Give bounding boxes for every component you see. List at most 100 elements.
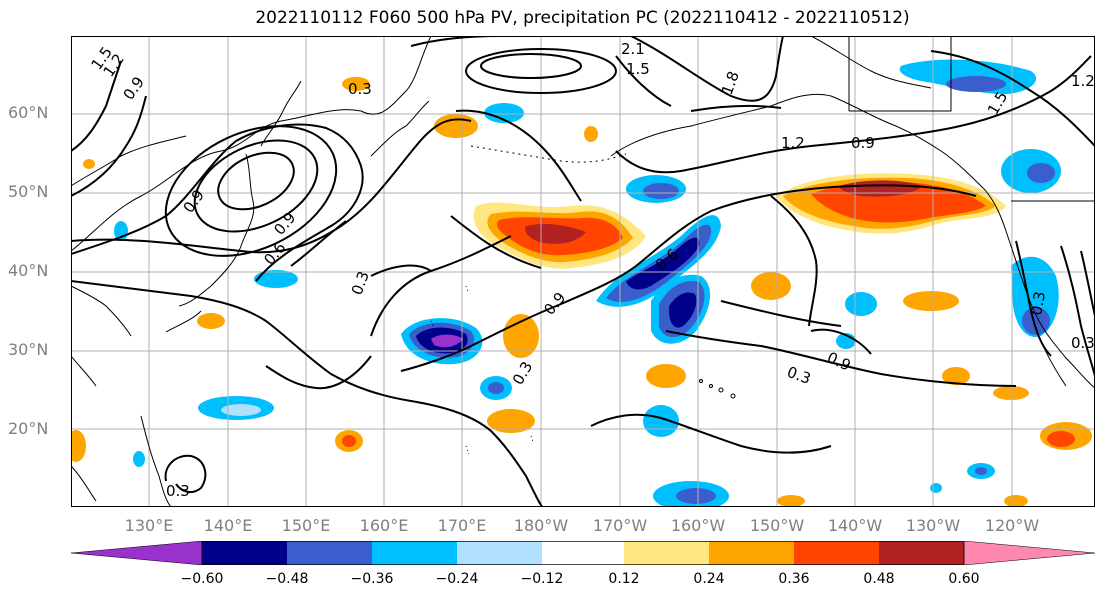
pv-contour-line — [665, 330, 1017, 387]
precip-region-positive — [1004, 495, 1028, 507]
precip-region-positive — [942, 367, 970, 385]
lat-label-50n: 50°N — [8, 182, 49, 201]
precip-region-negative — [930, 483, 942, 493]
lon-label-160e: 160°E — [359, 516, 409, 535]
pv-contour-line — [615, 55, 672, 107]
colorbar-tick: −0.24 — [435, 571, 479, 587]
colorbar-segment — [624, 541, 709, 565]
pv-contour-line — [615, 55, 1092, 174]
contour-label: 0.9 — [851, 134, 875, 152]
lat-label-20n: 20°N — [8, 419, 49, 438]
contour-label: 0.3 — [348, 80, 372, 98]
lon-label-170e: 170°E — [437, 516, 487, 535]
precip-region-negative — [845, 292, 877, 316]
precip-region-negative — [221, 404, 261, 416]
precip-region-negative — [431, 334, 463, 348]
contour-label: 0.3 — [1071, 334, 1095, 352]
lon-label-140w: 140°W — [827, 516, 883, 535]
pv-contour-line — [71, 95, 147, 197]
precip-region-negative — [1027, 163, 1055, 183]
pv-contour-line — [290, 220, 347, 267]
precip-region-positive — [83, 159, 95, 169]
pv-contour-line — [590, 413, 832, 454]
pv-contour-line — [450, 215, 542, 269]
lon-label-170w: 170°W — [592, 516, 648, 535]
colorbar-tick: −0.12 — [520, 571, 564, 587]
colorbar-tick: 0.60 — [948, 571, 980, 587]
precip-region-positive — [646, 364, 686, 388]
lon-label-130w: 130°W — [905, 516, 961, 535]
colorbar-tick: −0.48 — [265, 571, 309, 587]
precip-region-positive — [434, 114, 478, 138]
pv-contour-line — [370, 264, 432, 277]
pv-contour-line — [71, 60, 122, 152]
pv-contour-line — [71, 123, 364, 282]
lon-label-130e: 130°E — [124, 516, 174, 535]
colorbar-segment — [202, 541, 287, 565]
pv-contour-line — [930, 50, 1095, 147]
lon-label-180w: 180°W — [513, 516, 569, 535]
precip-region-positive — [342, 77, 370, 91]
pv-contour-line — [370, 235, 512, 337]
precip-region-positive — [1047, 431, 1075, 447]
precip-region-positive — [777, 495, 805, 507]
precip-region-negative — [946, 76, 1006, 92]
pv-contour-line — [1015, 240, 1052, 357]
lat-label-40n: 40°N — [8, 261, 49, 280]
pv-contour-line — [455, 109, 582, 202]
precip-region-positive — [197, 313, 225, 329]
lon-label-120w: 120°W — [984, 516, 1040, 535]
colorbar-segment — [287, 541, 372, 565]
pv-contour-line — [1060, 245, 1095, 377]
colorbar — [71, 541, 1095, 565]
lon-label-140e: 140°E — [203, 516, 253, 535]
precip-region-positive — [342, 435, 356, 447]
pv-contour-line — [720, 300, 842, 327]
colorbar-tick: 0.12 — [608, 571, 640, 587]
colorbar-segment — [457, 541, 542, 565]
pv-contour-line — [1080, 250, 1095, 317]
colorbar-segment — [794, 541, 879, 565]
precip-region-negative — [643, 183, 679, 199]
colorbar-tick: 0.24 — [693, 571, 725, 587]
pv-contour-line — [810, 328, 872, 355]
precip-region-negative — [254, 270, 298, 288]
pv-contour-ring — [465, 48, 617, 94]
precip-region-positive — [903, 291, 959, 311]
contour-label: 0.3 — [166, 482, 190, 500]
precip-region-positive — [525, 223, 586, 244]
lon-label-150w: 150°W — [749, 516, 805, 535]
pv-contour-ring — [217, 151, 295, 211]
precip-region-positive — [751, 272, 791, 300]
pv-contour-line — [690, 104, 782, 112]
map-title: 2022110112 F060 500 hPa PV, precipitatio… — [255, 8, 910, 28]
colorbar-extend-low — [71, 541, 203, 565]
lat-label-60n: 60°N — [8, 103, 49, 122]
pv-contour-line — [630, 36, 784, 102]
precip-region-positive — [993, 386, 1029, 400]
lon-label-150e: 150°E — [281, 516, 331, 535]
coastlines — [71, 36, 1095, 507]
precip-region-negative — [975, 467, 987, 475]
colorbar-tick: −0.36 — [350, 571, 394, 587]
colorbar-tick: 0.48 — [863, 571, 895, 587]
contour-label: 1.2 — [781, 134, 805, 152]
precip-region-negative — [668, 292, 697, 328]
map-panel: 1.5 1.2 0.9 2.1 1.8 1.5 1.2 0.9 0.3 0.6 … — [71, 36, 1095, 507]
graticule — [71, 36, 1095, 507]
pv-contour-line — [71, 118, 472, 254]
pv-contour-line — [164, 454, 207, 494]
colorbar-tick: 0.36 — [778, 571, 810, 587]
pv-contour-line — [71, 280, 544, 507]
lat-label-30n: 30°N — [8, 340, 49, 359]
precip-region-negative — [643, 405, 679, 437]
pv-contour-ring — [164, 125, 338, 257]
colorbar-extend-high — [963, 541, 1095, 565]
colorbar-segment — [372, 541, 457, 565]
contour-label: 0.3 — [1027, 290, 1049, 317]
colorbar-tick: −0.60 — [180, 571, 224, 587]
precip-region-positive — [487, 409, 535, 433]
pv-contour-ring — [480, 53, 582, 79]
contour-label: 1.5 — [626, 60, 650, 78]
contour-label: 2.1 — [621, 40, 645, 58]
